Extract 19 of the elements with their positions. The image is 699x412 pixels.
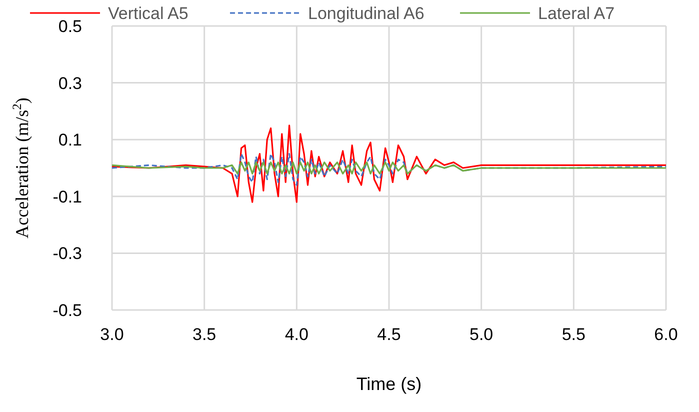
- x-tick-label: 5.0: [470, 325, 494, 344]
- x-tick-label: 6.0: [654, 325, 678, 344]
- legend-label: Lateral A7: [538, 4, 615, 23]
- line-series: [111, 162, 667, 174]
- y-tick-label: 0.3: [58, 74, 82, 93]
- x-tick-label: 4.5: [377, 325, 401, 344]
- x-axis-title: Time (s): [356, 374, 422, 394]
- y-tick-label: 0.1: [58, 130, 82, 150]
- y-tick-label: 0.5: [58, 17, 82, 36]
- line-series: [111, 124, 667, 203]
- x-tick-label: 5.5: [562, 325, 586, 344]
- x-tick-label: 3.5: [192, 325, 216, 344]
- x-tick-label: 4.0: [284, 325, 308, 344]
- y-tick-label: -0.3: [52, 244, 82, 264]
- y-tick-label: -0.1: [52, 187, 82, 206]
- y-tick-label: -0.5: [52, 301, 82, 320]
- legend-label: Longitudinal A6: [308, 4, 424, 23]
- legend-label: Vertical A5: [108, 4, 188, 23]
- x-tick-label: 3.0: [100, 325, 124, 344]
